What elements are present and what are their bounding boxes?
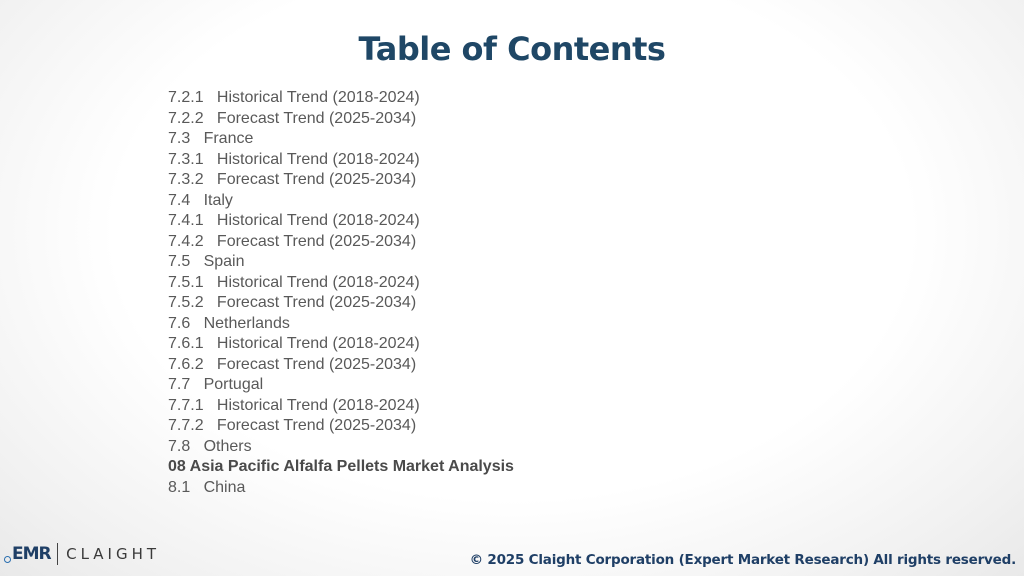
toc-entry: 8.1 China [168, 478, 246, 496]
toc-entry: 7.4.2 Forecast Trend (2025-2034) [168, 232, 417, 250]
toc-entry: 7.7 Portugal [168, 376, 264, 393]
toc-entry: 7.2.2 Forecast Trend (2025-2034) [168, 109, 417, 127]
toc-entry: 7.5.1 Historical Trend (2018-2024) [168, 273, 420, 291]
toc-entry: 7.2.1 Historical Trend (2018-2024) [168, 89, 420, 106]
table-of-contents-list: 7.2.1 Historical Trend (2018-2024) 7.2.2 … [168, 88, 514, 498]
toc-entry: 7.7.2 Forecast Trend (2025-2034) [168, 417, 417, 434]
toc-entry: 7.7.1 Historical Trend (2018-2024) [168, 396, 420, 414]
emr-claight-logo: EMR CLAIGHT [4, 540, 160, 568]
toc-entry: 7.8 Others [168, 437, 252, 455]
toc-entry: 7.5 Spain [168, 253, 245, 270]
toc-entry: 7.4.1 Historical Trend (2018-2024) [168, 212, 420, 229]
toc-entry: 7.6.2 Forecast Trend (2025-2034) [168, 355, 417, 373]
page-title: Table of Contents [358, 30, 666, 68]
toc-entry: 7.5.2 Forecast Trend (2025-2034) [168, 294, 417, 311]
copyright-notice: © 2025 Claight Corporation (Expert Marke… [469, 552, 1017, 568]
toc-entry: 7.3.2 Forecast Trend (2025-2034) [168, 171, 417, 188]
toc-entry: 7.6 Netherlands [168, 314, 290, 332]
emr-logo-text: EMR [4, 544, 52, 564]
toc-entry: 7.4 Italy [168, 191, 233, 209]
toc-entry: 7.3 France [168, 130, 254, 147]
toc-entry: 7.3.1 Historical Trend (2018-2024) [168, 150, 420, 168]
logo-divider [56, 543, 59, 565]
logo-dot-icon [4, 556, 11, 563]
logo-emr-label: EMR [12, 544, 52, 564]
toc-section-heading: 08 Asia Pacific Alfalfa Pellets Market A… [168, 458, 514, 475]
logo-claight-label: CLAIGHT [66, 545, 161, 563]
toc-entry: 7.6.1 Historical Trend (2018-2024) [168, 335, 420, 352]
